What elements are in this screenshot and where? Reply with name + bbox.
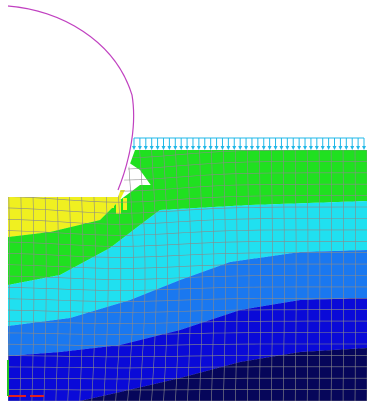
contact-patch — [108, 198, 114, 208]
load-arrow — [279, 138, 284, 150]
load-arrow — [143, 138, 148, 150]
mesh-line — [8, 366, 367, 369]
mesh-line — [8, 275, 367, 280]
load-arrow — [314, 138, 319, 150]
load-arrow — [285, 138, 290, 150]
mesh-line — [8, 343, 367, 347]
load-arrow — [255, 138, 260, 150]
load-arrow — [214, 138, 219, 150]
mesh-line — [8, 241, 367, 247]
load-arrow — [350, 138, 355, 150]
load-arrow — [232, 138, 237, 150]
load-arrow — [332, 138, 337, 150]
load-arrow — [190, 138, 195, 150]
load-arrow — [167, 138, 172, 150]
mesh-line — [8, 355, 367, 358]
mesh-line — [8, 195, 367, 203]
load-arrow — [161, 138, 166, 150]
load-arrow — [267, 138, 272, 150]
load-arrow — [326, 138, 331, 150]
load-arrow — [356, 138, 361, 150]
mesh-line — [175, 150, 180, 401]
contact-patch — [116, 200, 121, 214]
load-arrow — [137, 138, 142, 150]
mesh-line — [8, 252, 367, 258]
indenter-outline — [7, 5, 135, 191]
load-arrow — [261, 138, 266, 150]
mesh-line — [163, 150, 168, 401]
mesh-line — [8, 377, 367, 380]
contour-band-blue — [8, 250, 367, 356]
load-arrow — [273, 138, 278, 150]
load-arrow — [132, 138, 136, 150]
contour-band-green — [8, 150, 367, 285]
load-arrow — [303, 138, 308, 150]
load-arrow — [155, 138, 160, 150]
load-arrow — [238, 138, 243, 150]
load-arrow — [149, 138, 154, 150]
mesh-line — [8, 309, 367, 313]
load-arrow — [208, 138, 213, 150]
mesh-line — [199, 150, 203, 401]
distributed-load-arrows — [132, 137, 366, 150]
load-arrow — [291, 138, 296, 150]
load-arrow — [320, 138, 325, 150]
mesh-line — [127, 150, 134, 401]
mesh-line — [151, 150, 157, 401]
load-arrow — [297, 138, 302, 150]
load-arrow — [185, 138, 190, 150]
mesh-line — [187, 150, 192, 401]
mesh-line — [8, 298, 367, 302]
mesh-line — [8, 286, 367, 291]
mesh-line — [139, 150, 146, 401]
mesh-line — [235, 150, 238, 401]
load-arrow — [249, 138, 254, 150]
load-arrow — [362, 138, 366, 150]
mesh-line — [8, 206, 367, 214]
contact-patch — [123, 198, 127, 210]
mesh-line — [8, 229, 367, 236]
mesh-line — [223, 150, 226, 401]
contour-band-dark-blue — [8, 298, 367, 401]
load-arrow — [179, 138, 184, 150]
load-arrow — [173, 138, 178, 150]
load-arrow — [244, 138, 249, 150]
mesh-line — [8, 263, 367, 269]
contour-bands — [8, 150, 367, 401]
load-arrow — [338, 138, 343, 150]
load-arrow — [308, 138, 313, 150]
mesh-line — [8, 320, 367, 324]
load-arrow — [196, 138, 201, 150]
load-arrow — [344, 138, 349, 150]
contour-band-cyan — [8, 201, 367, 326]
load-arrow — [220, 138, 225, 150]
load-arrow — [202, 138, 207, 150]
mesh-line — [8, 218, 367, 225]
coordinate-triad — [7, 360, 44, 397]
mesh-line — [211, 150, 215, 401]
load-arrow — [226, 138, 231, 150]
mesh-line — [8, 332, 367, 335]
